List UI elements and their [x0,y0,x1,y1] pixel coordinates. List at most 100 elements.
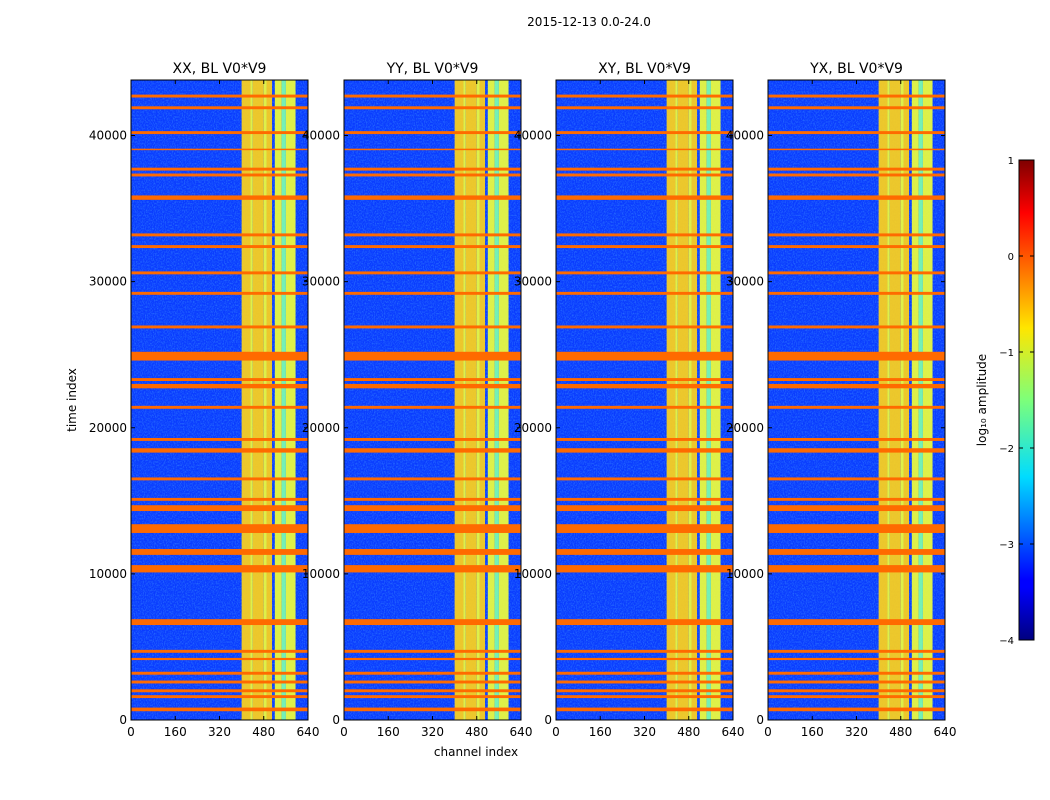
flagged-time-band [131,148,308,151]
flagged-time-band [768,524,945,533]
flagged-time-band [556,195,733,200]
flagged-time-band [131,657,308,661]
colorbar-tick-label: 0 [1008,252,1014,263]
panel-title: XX, BL V0*V9 [173,61,267,77]
flagged-time-band [768,565,945,573]
y-tick-label: 30000 [89,275,127,289]
flagged-time-band [768,549,945,555]
colorbar-tick-label: −1 [999,348,1014,359]
flagged-time-band [556,549,733,555]
y-tick-label: 30000 [302,275,340,289]
rfi-channel-band [675,80,678,720]
flagged-time-band [344,657,521,661]
flagged-time-band [768,707,945,712]
rfi-channel-band [878,80,888,720]
flagged-time-band [131,565,308,573]
rfi-channel-band [903,80,910,720]
flagged-time-band [131,173,308,177]
y-tick-label: 10000 [514,567,552,581]
flagged-time-band [344,505,521,512]
flagged-time-band [768,657,945,661]
rfi-channel-band [677,80,689,720]
flagged-time-band [344,565,521,573]
x-tick-label: 160 [801,725,824,739]
figure-suptitle: 2015-12-13 0.0-24.0 [527,15,651,29]
flagged-time-band [556,497,733,501]
panel-4: YX, BL V0*V9 0 160 320 480 640 0 10000 20000 3000… [726,61,957,739]
flagged-time-band [768,689,945,693]
rfi-channel-band [487,80,495,720]
colorbar-tick-label: −4 [999,636,1014,647]
y-tick-label: 20000 [302,421,340,435]
x-tick-label: 480 [465,725,488,739]
colorbar-label: log₁₀ amplitude [975,354,989,446]
rfi-channel-band [494,80,499,720]
flagged-time-band [556,649,733,653]
y-tick-label: 0 [119,713,127,727]
x-tick-label: 0 [127,725,135,739]
flagged-time-band [344,195,521,200]
flagged-time-band [768,245,945,249]
flagged-time-band [556,619,733,626]
flagged-time-band [344,131,521,135]
rfi-channel-band [887,80,890,720]
flagged-time-band [556,233,733,237]
rfi-channel-band [918,80,923,720]
rfi-channel-band [465,80,477,720]
flagged-time-band [768,351,945,361]
flagged-time-band [344,378,521,382]
rfi-channel-band [666,80,676,720]
y-tick-label: 20000 [89,421,127,435]
flagged-time-band [344,271,521,275]
flagged-time-band [344,291,521,295]
flagged-time-band [556,565,733,573]
flagged-time-band [556,148,733,151]
y-tick-label: 20000 [514,421,552,435]
rfi-channel-band [498,80,509,720]
rfi-channel-band [922,80,933,720]
x-tick-label: 160 [377,725,400,739]
rfi-channel-band [274,80,282,720]
x-tick-label: 640 [510,725,533,739]
flagged-time-band [344,619,521,626]
x-tick-label: 320 [208,725,231,739]
y-tick-label: 0 [332,713,340,727]
flagged-time-band [768,671,945,675]
rfi-channel-band [706,80,711,720]
flagged-time-band [344,167,521,171]
y-tick-label: 40000 [726,129,764,143]
flagged-time-band [768,680,945,684]
flagged-time-band [556,405,733,409]
x-tick-label: 320 [633,725,656,739]
flagged-time-band [556,657,733,661]
y-tick-label: 40000 [302,129,340,143]
panel-title: YY, BL V0*V9 [386,61,479,77]
colorbar-tick-label: 1 [1008,156,1014,167]
x-tick-label: 160 [164,725,187,739]
flagged-time-band [556,94,733,98]
flagged-time-band [556,477,733,481]
flagged-time-band [131,477,308,481]
flagged-time-band [344,94,521,98]
flagged-time-band [344,233,521,237]
rfi-channel-band [250,80,253,720]
x-tick-label: 640 [722,725,745,739]
flagged-time-band [131,549,308,555]
colorbar-gradient [1018,159,1035,641]
flagged-time-band [344,671,521,675]
rfi-channel-band [688,80,692,720]
flagged-time-band [344,524,521,533]
colorbar-tick-label: −2 [999,444,1014,455]
y-tick-label: 30000 [726,275,764,289]
flagged-time-band [768,106,945,110]
y-tick-label: 0 [544,713,552,727]
rfi-channel-band [263,80,267,720]
y-tick-label: 40000 [89,129,127,143]
flagged-time-band [131,680,308,684]
flagged-time-band [556,245,733,249]
flagged-time-band [768,619,945,626]
panel-title: XY, BL V0*V9 [598,61,691,77]
heatmap [344,80,521,720]
x-tick-label: 0 [340,725,348,739]
rfi-channel-band [699,80,707,720]
